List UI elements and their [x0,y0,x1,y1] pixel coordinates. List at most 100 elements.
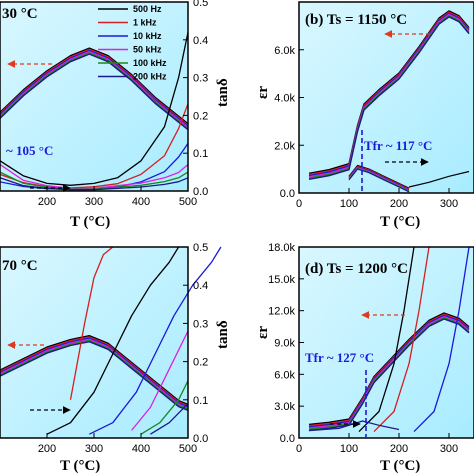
panel-a-permittivity-line [0,52,189,130]
panel-c: 70 °C 200 300 400 500 0.0 0.1 0.2 0.3 0.4 0.5 ta… [0,242,231,474]
x-tick-label: 200 [390,443,408,455]
panel-d-title: (d) Ts = 1200 °C [305,261,408,277]
panel-c-tan-line [131,330,189,431]
panel-a-permittivity-line [0,53,189,131]
y-tick-label: 4.0k [274,93,295,105]
legend-label: 10 kHz [133,31,162,41]
panel-c-tan-line [150,403,189,435]
legend-label: 1 kHz [133,18,157,28]
panel-d-permittivity-line [308,313,470,427]
panel-b-title: (b) Ts = 1150 °C [305,12,407,28]
panel-a-annotation: ~ 105 °C [6,143,53,158]
panel-d-tan-line [413,246,470,433]
panel-a-permittivity-line [0,49,189,127]
y-tick-label: 0.0 [280,188,295,200]
panel-d-xlabel: T (°C) [380,458,420,474]
panel-c-permittivity-line [0,336,189,407]
y-tick-label: 18.0k [268,242,295,254]
y-tick-label: 0.5 [193,242,208,254]
panel-c-tan-line [140,380,189,435]
panel-a-title: 30 °C [2,6,38,22]
x-tick-label: 500 [179,443,197,455]
panel-c-permittivity-line [0,338,189,409]
x-tick-label: 300 [440,198,458,210]
panel-b-permittivity-line [308,11,470,176]
panel-d-tan-line [308,420,400,432]
panel-a-plot-area [0,2,188,191]
panel-d-permittivity-line [308,314,470,428]
legend-label: 50 kHz [133,45,162,55]
panel-d-permittivity-line [308,315,470,429]
panel-a-legend: 500 Hz 1 kHz 10 kHz 50 kHz 100 kHz 200 kHz [98,4,167,82]
panel-c-tan-line [89,246,222,435]
x-tick-label: 300 [440,443,458,455]
x-tick-label: 300 [85,443,103,455]
x-tick-label: 200 [38,196,56,208]
panel-a-xlabel: T (°C) [70,214,110,230]
panel-a-tan-line [0,177,189,191]
y-tick-label: 0.0 [280,433,295,445]
x-tick-label: 500 [179,196,197,208]
x-tick-label: 100 [340,443,358,455]
x-tick-label: 400 [132,443,150,455]
y-tick-label: 0.2 [193,110,208,122]
panel-d-tan-line [358,246,415,433]
panel-b-plot-area [299,2,474,193]
panel-c-tan-line [46,246,180,435]
panel-a: 30 °C ~ 105 °C 500 Hz 1 kHz 10 kHz 50 kHz 10… [0,0,231,230]
panel-c-permittivity-line [0,341,189,412]
panel-c-xlabel: T (°C) [60,458,100,474]
panel-a-tan-line [0,32,189,186]
panel-b-xlabel: T (°C) [380,214,420,230]
panel-d-tan-line [373,246,430,433]
y-tick-label: 0.0 [193,186,208,198]
y-tick-label: 0.1 [193,395,208,407]
y-tick-label: 3.0k [274,401,295,413]
y-tick-label: 0.4 [193,280,208,292]
panel-b-permittivity-line [308,16,470,180]
panel-d-permittivity-line [308,318,470,432]
x-tick-label: 0 [296,198,302,210]
y-tick-label: 6.0k [274,369,295,381]
panel-b: (b) Ts = 1150 °C Tfr ~ 117 °C 0 100 200 300… [255,1,474,230]
legend-label: 100 kHz [133,58,167,68]
panel-a-tan-line [0,163,189,190]
panel-d-ylabel: εr [255,326,271,339]
x-tick-label: 200 [38,443,56,455]
legend-label: 200 kHz [133,72,167,82]
panel-b-permittivity-line [308,12,470,177]
panel-b-permittivity-line [308,10,470,174]
panel-b-permittivity-line [308,14,470,179]
panel-c-tan-line [69,246,114,400]
panel-c-permittivity-line [0,337,189,408]
panel-d-plot-area [299,247,474,438]
legend-label: 500 Hz [133,4,162,14]
x-tick-label: 100 [340,198,358,210]
panel-d-permittivity-line [308,312,470,426]
y-tick-label: 0.1 [193,148,208,160]
panel-c-ylabel-right: tanδ [215,320,231,349]
panel-c-permittivity-line [0,339,189,410]
x-tick-label: 200 [390,198,408,210]
panel-b-annotation: Tfr ~ 117 °C [364,138,432,153]
y-tick-label: 0.3 [193,73,208,85]
panel-c-title: 70 °C [2,258,38,274]
y-tick-label: 0.5 [193,0,208,9]
x-tick-label: 0 [296,443,302,455]
panel-b-permittivity-line [308,13,470,178]
panel-d: (d) Ts = 1200 °C Tfr ~ 127 °C 0 100 200 300… [255,242,474,474]
y-tick-label: 15.0k [268,274,295,286]
panel-c-permittivity-line [0,335,189,406]
panel-d-permittivity-line [308,317,470,430]
x-tick-label: 400 [132,196,150,208]
panel-a-tan-line [0,171,189,190]
y-tick-label: 0.2 [193,357,208,369]
x-tick-label: 300 [85,196,103,208]
panel-a-permittivity-line [0,47,189,125]
y-tick-label: 0.0 [193,433,208,445]
panel-a-permittivity-line [0,51,189,128]
panel-b-tan-line [408,170,470,188]
y-tick-label: 2.0k [274,140,295,152]
y-tick-label: 9.0k [274,338,295,350]
